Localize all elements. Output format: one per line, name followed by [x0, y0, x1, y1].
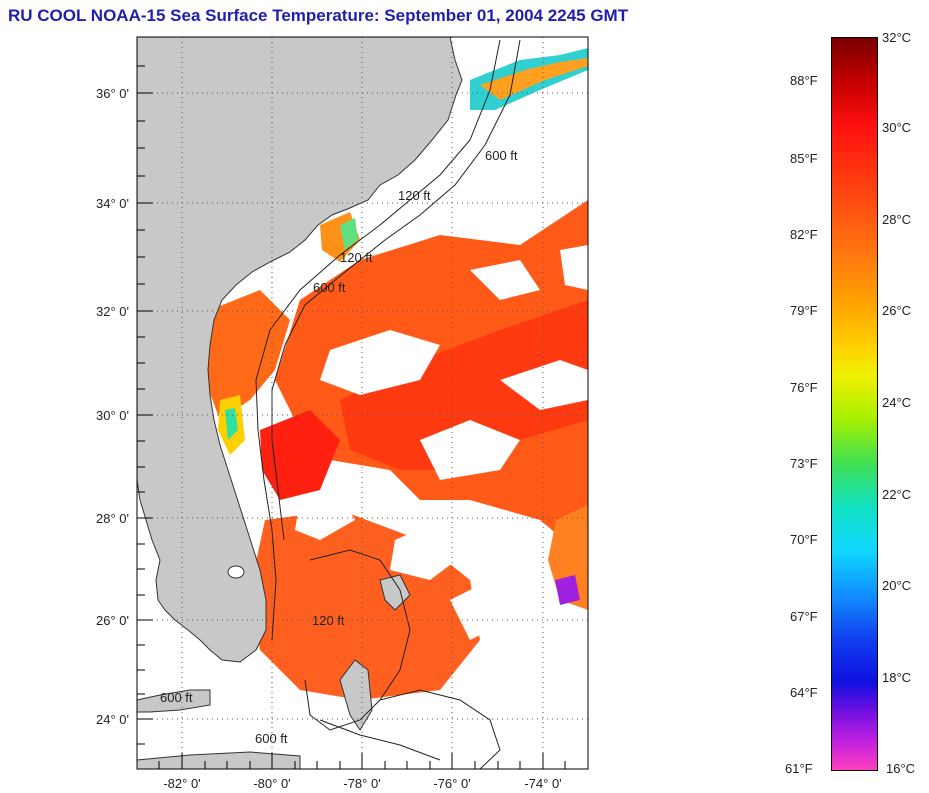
bottom-ticks: [158, 753, 566, 769]
contour-label: 600 ft: [313, 280, 346, 295]
colorbar-f-label: 82°F: [790, 227, 818, 242]
colorbar-f-label: 61°F: [785, 761, 813, 776]
cloud-mask: [295, 245, 588, 640]
contour-labels: 120 ft 600 ft 120 ft 600 ft 600 ft 120 f…: [160, 148, 518, 746]
lat-label: 36° 0': [96, 86, 129, 101]
lat-label: 32° 0': [96, 304, 129, 319]
colorbar-c-label: 18°C: [882, 670, 912, 685]
map-content: 120 ft 600 ft 120 ft 600 ft 600 ft 120 f…: [137, 37, 588, 769]
sst-hot-patch: [260, 410, 340, 500]
lat-label: 30° 0': [96, 408, 129, 423]
map-title: RU COOL NOAA-15 Sea Surface Temperature:…: [8, 6, 629, 25]
sst-hot-swath: [340, 300, 588, 470]
colorbar-f-label: 73°F: [790, 456, 818, 471]
contour-label: 600 ft: [160, 690, 193, 705]
sst-east-purple: [555, 575, 580, 605]
lon-label: -74° 0': [524, 776, 561, 791]
keys-land: [137, 689, 211, 713]
lat-label: 34° 0': [96, 196, 129, 211]
colorbar-c-label: 32°C: [882, 30, 912, 45]
colorbar-f-label: 67°F: [790, 609, 818, 624]
lon-label: -76° 0': [433, 776, 470, 791]
longitude-labels: -82° 0' -80° 0' -78° 0' -76° 0' -74° 0': [163, 776, 561, 791]
colorbar-f-label: 76°F: [790, 380, 818, 395]
lon-label: -80° 0': [253, 776, 290, 791]
contour-label: 600 ft: [485, 148, 518, 163]
colorbar-c-label: 30°C: [882, 120, 912, 135]
colorbar-c-label: 22°C: [882, 487, 912, 502]
colorbar-f-label: 85°F: [790, 151, 818, 166]
andros-island: [339, 659, 373, 731]
cuba-land: [137, 751, 301, 769]
lon-label: -82° 0': [163, 776, 200, 791]
colorbar-f-label: 64°F: [790, 685, 818, 700]
colorbar-c-label: 20°C: [882, 578, 912, 593]
lat-label: 26° 0': [96, 613, 129, 628]
left-ticks: [137, 65, 153, 745]
lat-label: 24° 0': [96, 712, 129, 727]
colorbar-c-label: 24°C: [882, 395, 912, 410]
colorbar-c-label: 28°C: [882, 212, 912, 227]
lat-label: 28° 0': [96, 511, 129, 526]
contour-label: 120 ft: [312, 613, 345, 628]
lon-label: -78° 0': [343, 776, 380, 791]
sst-north-green: [340, 218, 358, 250]
sst-gulfstream-warm: [480, 58, 588, 100]
lake-okeechobee: [227, 565, 245, 579]
contour-label: 600 ft: [255, 731, 288, 746]
bathymetry-contours: [255, 39, 521, 769]
latitude-labels: 36° 0' 34° 0' 32° 0' 30° 0' 28° 0' 26° 0…: [96, 86, 129, 727]
contour-label: 120 ft: [398, 188, 431, 203]
land-mass: [137, 37, 463, 663]
colorbar-f-label: 88°F: [790, 73, 818, 88]
colorbar-c-label: 26°C: [882, 303, 912, 318]
sst-coastal-green: [225, 408, 238, 440]
temperature-colorbar: [831, 37, 878, 771]
graticule: [137, 37, 588, 769]
colorbar-c-label: 16°C: [886, 761, 916, 776]
sst-coastal-warm: [205, 290, 290, 420]
contour-label: 120 ft: [340, 250, 373, 265]
colorbar-f-label: 70°F: [790, 532, 818, 547]
colorbar-f-label: 79°F: [790, 303, 818, 318]
